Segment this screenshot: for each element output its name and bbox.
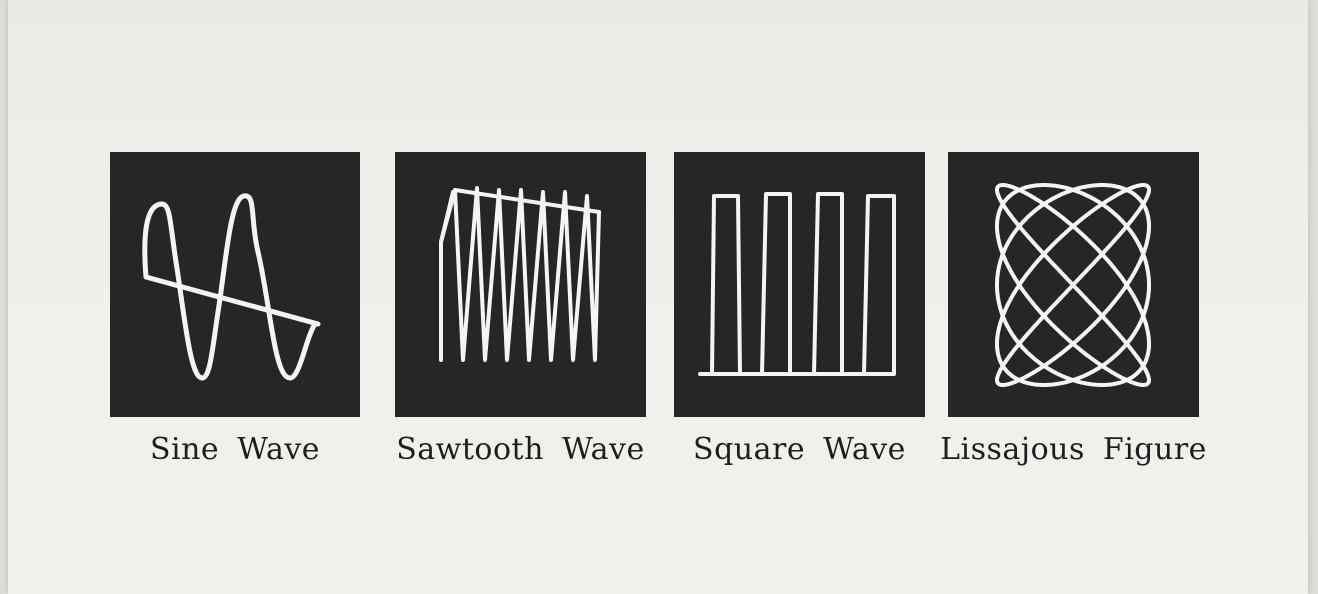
lissajous-figure-caption: Lissajous Figure — [940, 432, 1207, 467]
sine-wave-caption: Sine Wave — [149, 432, 321, 467]
sine-wave-icon — [142, 193, 321, 381]
sawtooth-wave-icon — [439, 186, 601, 362]
square-wave-caption: Square Wave — [693, 432, 906, 467]
sawtooth-wave-caption: Sawtooth Wave — [396, 432, 645, 467]
lissajous-curve — [995, 183, 1151, 387]
lissajous-figure-panel — [948, 152, 1199, 417]
square-wave-panel — [674, 152, 925, 417]
square-wave-icon — [698, 192, 896, 376]
lissajous-path — [995, 183, 1151, 387]
sawtooth-wave-panel — [395, 152, 646, 417]
book-page: Sine Wave Sawtooth Wave Square Wave Liss… — [8, 0, 1308, 594]
lissajous-figure-icon — [995, 183, 1151, 387]
sine-wave-panel — [110, 152, 360, 417]
